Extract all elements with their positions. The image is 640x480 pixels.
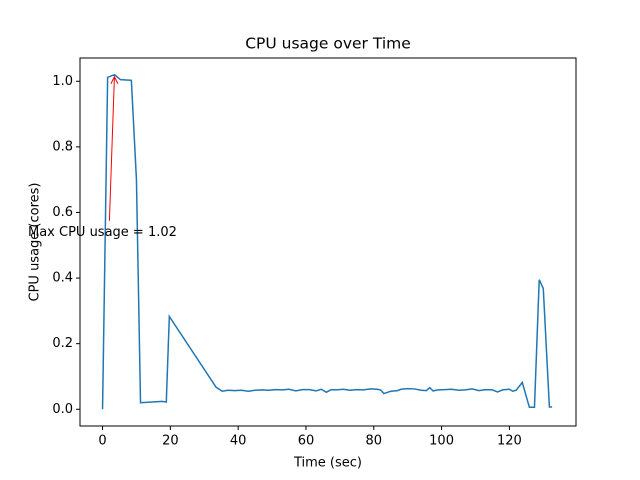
y-axis-label: CPU usage (cores) [28,183,43,302]
plot-frame [79,57,577,427]
x-tick-label: 120 [497,434,522,449]
x-tick-label: 20 [162,434,179,449]
x-axis-label: Time (sec) [293,456,362,471]
x-tick-label: 80 [365,434,382,449]
chart-title: CPU usage over Time [245,35,411,53]
annotation-text: Max CPU usage = 1.02 [28,225,177,240]
y-tick-label: 0.8 [52,139,73,154]
y-tick-label: 0.4 [52,271,73,286]
y-tick-label: 0.0 [52,402,73,417]
x-tick-label: 60 [298,434,315,449]
y-tick-label: 0.2 [52,336,73,351]
y-tick-label: 0.6 [52,205,73,220]
y-tick-label: 1.0 [52,74,73,89]
x-tick-label: 40 [230,434,247,449]
annotation-arrow [108,75,119,221]
x-tick-label: 0 [98,434,106,449]
data-line [101,73,553,410]
x-tick-label: 100 [429,434,454,449]
